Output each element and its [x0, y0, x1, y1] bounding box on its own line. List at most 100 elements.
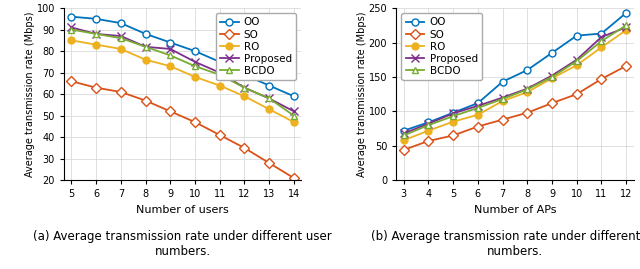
OO [449, 111, 457, 114]
OO [622, 11, 630, 15]
Line: RO: RO [68, 37, 298, 126]
BCDO [290, 114, 298, 117]
Proposed [548, 74, 556, 77]
Proposed [598, 36, 605, 39]
RO [166, 65, 174, 68]
Proposed [166, 47, 174, 51]
SO [290, 176, 298, 180]
Proposed [216, 71, 223, 74]
X-axis label: Number of users: Number of users [136, 205, 229, 215]
OO [548, 51, 556, 54]
RO [474, 113, 482, 116]
Proposed [290, 110, 298, 113]
OO [266, 84, 273, 87]
Line: Proposed: Proposed [399, 23, 630, 137]
Y-axis label: Average transmission rate (Mbps): Average transmission rate (Mbps) [357, 11, 367, 177]
SO [524, 111, 531, 114]
BCDO [524, 88, 531, 91]
SO [266, 161, 273, 165]
RO [622, 29, 630, 32]
Proposed [622, 26, 630, 29]
BCDO [141, 45, 149, 48]
RO [191, 75, 199, 79]
Proposed [266, 97, 273, 100]
Legend: OO, SO, RO, Proposed, BCDO: OO, SO, RO, Proposed, BCDO [401, 13, 482, 80]
SO [548, 101, 556, 105]
OO [598, 32, 605, 35]
SO [92, 86, 100, 89]
SO [166, 110, 174, 113]
SO [117, 90, 125, 94]
OO [474, 101, 482, 105]
BCDO [548, 75, 556, 79]
Line: SO: SO [68, 78, 298, 182]
OO [117, 22, 125, 25]
Proposed [241, 86, 248, 89]
Text: (a) Average transmission rate under different user
numbers.: (a) Average transmission rate under diff… [33, 230, 332, 258]
OO [524, 68, 531, 72]
OO [573, 34, 580, 37]
RO [548, 77, 556, 80]
BCDO [68, 28, 76, 31]
RO [92, 43, 100, 46]
BCDO [266, 97, 273, 100]
BCDO [400, 134, 408, 137]
RO [117, 47, 125, 51]
OO [191, 49, 199, 53]
SO [141, 99, 149, 102]
Proposed [400, 132, 408, 135]
Line: BCDO: BCDO [68, 26, 298, 119]
BCDO [499, 97, 506, 101]
OO [241, 73, 248, 76]
BCDO [191, 65, 199, 68]
RO [573, 63, 580, 67]
RO [216, 84, 223, 87]
BCDO [573, 59, 580, 63]
BCDO [92, 32, 100, 36]
OO [92, 17, 100, 20]
Proposed [524, 87, 531, 90]
Line: OO: OO [400, 9, 630, 134]
Proposed [68, 26, 76, 29]
SO [622, 64, 630, 68]
Proposed [117, 34, 125, 38]
OO [424, 121, 432, 124]
Proposed [499, 96, 506, 99]
BCDO [474, 106, 482, 109]
OO [166, 41, 174, 44]
Line: RO: RO [400, 27, 630, 144]
X-axis label: Number of APs: Number of APs [474, 205, 556, 215]
OO [141, 32, 149, 36]
SO [241, 146, 248, 150]
Proposed [573, 58, 580, 61]
RO [266, 108, 273, 111]
Proposed [191, 60, 199, 63]
RO [598, 46, 605, 49]
Y-axis label: Average transmission rate (Mbps): Average transmission rate (Mbps) [25, 11, 35, 177]
OO [290, 95, 298, 98]
Line: OO: OO [68, 13, 298, 100]
SO [400, 148, 408, 151]
Legend: OO, SO, RO, Proposed, BCDO: OO, SO, RO, Proposed, BCDO [216, 13, 296, 80]
Proposed [92, 32, 100, 36]
RO [241, 95, 248, 98]
OO [216, 60, 223, 63]
RO [499, 100, 506, 103]
SO [573, 93, 580, 96]
OO [400, 129, 408, 132]
BCDO [598, 40, 605, 43]
RO [68, 39, 76, 42]
RO [424, 129, 432, 132]
SO [499, 118, 506, 121]
Text: (b) Average transmission rate under different AP
numbers.: (b) Average transmission rate under diff… [371, 230, 640, 258]
Proposed [141, 45, 149, 48]
BCDO [449, 115, 457, 118]
OO [68, 15, 76, 18]
BCDO [424, 123, 432, 127]
SO [191, 121, 199, 124]
Proposed [449, 112, 457, 115]
BCDO [241, 86, 248, 89]
Line: Proposed: Proposed [67, 23, 298, 115]
RO [524, 90, 531, 94]
OO [499, 80, 506, 83]
